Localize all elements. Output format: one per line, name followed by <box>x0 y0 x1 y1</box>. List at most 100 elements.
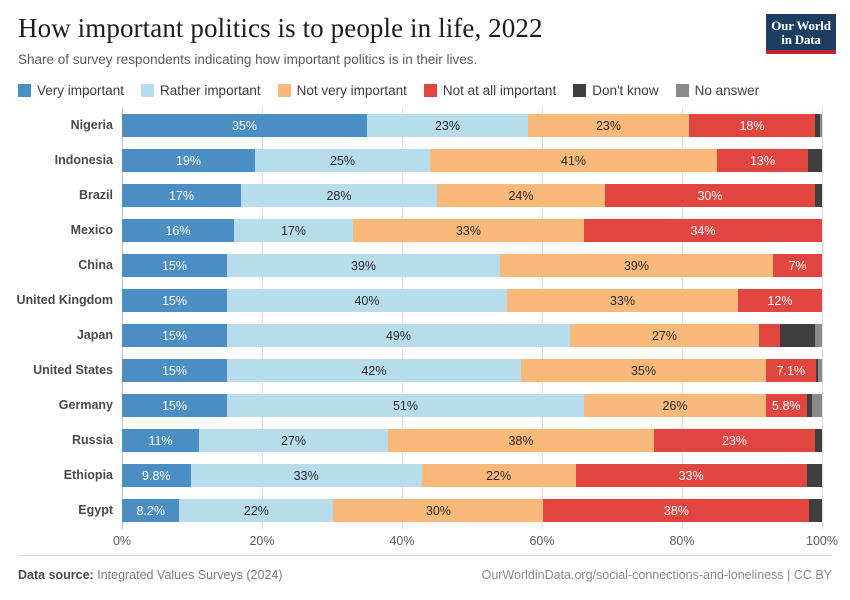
bar-segment[interactable]: 51% <box>227 394 584 417</box>
bar-segment-label: 16% <box>165 223 191 238</box>
bar-segment[interactable]: 33% <box>507 289 738 312</box>
bar-segment[interactable]: 19% <box>122 149 255 172</box>
bar-segment-label: 38% <box>663 503 689 518</box>
bar-segment[interactable] <box>780 324 815 347</box>
bar-segment[interactable]: 33% <box>190 464 422 487</box>
bar-segment[interactable]: 27% <box>570 324 759 347</box>
bar-segment-label: 7.1% <box>776 363 806 378</box>
bar-segment[interactable] <box>806 464 822 487</box>
legend-item-label: Not at all important <box>442 83 557 98</box>
bar-segment-label: 22% <box>486 468 512 483</box>
bar-segment[interactable] <box>815 429 822 452</box>
bar-segment[interactable]: 26% <box>584 394 766 417</box>
bar-segment[interactable]: 9.8% <box>122 464 191 487</box>
bar-segment[interactable]: 41% <box>430 149 717 172</box>
bar-segment[interactable]: 7.1% <box>766 359 816 382</box>
attribution-link[interactable]: OurWorldinData.org/social-connections-an… <box>481 568 832 582</box>
bar-segment[interactable]: 40% <box>227 289 507 312</box>
bar-segment[interactable]: 15% <box>122 359 227 382</box>
chart-row[interactable]: Egypt 8.2% 22% 30% 38% <box>0 493 850 528</box>
bar-segment-label: 5.8% <box>772 398 801 413</box>
bar-segment[interactable] <box>809 499 822 522</box>
legend-item[interactable]: No answer <box>675 83 759 98</box>
bar-segment[interactable] <box>815 359 819 382</box>
country-label: United Kingdom <box>16 293 113 307</box>
bar-segment[interactable] <box>808 149 822 172</box>
bar-segment[interactable] <box>806 394 813 417</box>
legend-item[interactable]: Not very important <box>277 83 407 98</box>
bar-segment[interactable] <box>819 114 822 137</box>
x-axis-ticks: 0% 20% 40% 60% 80% 100% <box>0 534 850 554</box>
bar-segment[interactable]: 17% <box>234 219 353 242</box>
x-axis-tick-label: 100% <box>806 534 838 548</box>
country-label: China <box>78 258 113 272</box>
bar-segment[interactable]: 23% <box>367 114 528 137</box>
bar-segment[interactable]: 23% <box>528 114 689 137</box>
chart-row[interactable]: Indonesia 19% 25% 41% 13% <box>0 143 850 178</box>
bar-segment[interactable]: 15% <box>122 394 227 417</box>
chart-row[interactable]: Germany 15% 51% 26% 5.8% <box>0 388 850 423</box>
bar-segment[interactable] <box>815 324 822 347</box>
bar-segment[interactable]: 38% <box>388 429 654 452</box>
bar-segment-label: 24% <box>508 188 534 203</box>
chart-row[interactable]: Japan 15% 49% 27% <box>0 318 850 353</box>
stacked-bar: 15% 39% 39% 7% <box>122 254 822 277</box>
bar-segment[interactable]: 15% <box>122 254 227 277</box>
legend-swatch-icon <box>18 84 31 97</box>
bar-segment[interactable]: 34% <box>584 219 822 242</box>
bar-segment[interactable]: 8.2% <box>122 499 180 522</box>
bar-segment[interactable] <box>815 114 820 137</box>
our-world-in-data-logo[interactable]: Our World in Data <box>766 14 836 54</box>
bar-segment[interactable]: 35% <box>521 359 766 382</box>
bar-segment[interactable]: 23% <box>654 429 815 452</box>
bar-segment-label: 26% <box>662 398 688 413</box>
chart-legend: Very important Rather important Not very i… <box>18 83 776 98</box>
bar-segment[interactable]: 30% <box>605 184 815 207</box>
bar-segment[interactable] <box>818 359 822 382</box>
bar-segment[interactable]: 33% <box>353 219 584 242</box>
bar-segment[interactable] <box>815 184 822 207</box>
bar-segment[interactable]: 25% <box>255 149 430 172</box>
bar-segment[interactable]: 42% <box>227 359 521 382</box>
bar-segment[interactable]: 15% <box>122 324 227 347</box>
bar-segment[interactable]: 13% <box>717 149 808 172</box>
bar-segment[interactable]: 30% <box>333 499 544 522</box>
bar-segment[interactable]: 7% <box>773 254 822 277</box>
chart-row[interactable]: United States 15% 42% 35% 7.1% <box>0 353 850 388</box>
bar-segment[interactable]: 22% <box>421 464 576 487</box>
bar-segment[interactable]: 35% <box>122 114 367 137</box>
chart-row[interactable]: Mexico 16% 17% 33% 34% <box>0 213 850 248</box>
legend-item[interactable]: Don't know <box>573 83 659 98</box>
bar-segment[interactable]: 11% <box>122 429 199 452</box>
chart-row[interactable]: Nigeria 35% 23% 23% 18% <box>0 108 850 143</box>
bar-segment[interactable]: 12% <box>738 289 822 312</box>
bar-segment-label: 40% <box>354 293 380 308</box>
legend-item[interactable]: Not at all important <box>423 83 557 98</box>
chart-row[interactable]: Brazil 17% 28% 24% 30% <box>0 178 850 213</box>
stacked-bar: 8.2% 22% 30% 38% <box>122 499 822 522</box>
legend-item[interactable]: Very important <box>18 83 124 98</box>
bar-segment[interactable]: 5.8% <box>766 394 807 417</box>
legend-item[interactable]: Rather important <box>141 83 261 98</box>
bar-segment[interactable]: 49% <box>227 324 570 347</box>
bar-segment[interactable]: 15% <box>122 289 227 312</box>
chart-row[interactable]: Ethiopia 9.8% 33% 22% 33% <box>0 458 850 493</box>
bar-segment[interactable] <box>812 394 822 417</box>
bar-segment[interactable]: 17% <box>122 184 241 207</box>
bar-segment[interactable]: 28% <box>241 184 437 207</box>
bar-segment-label: 41% <box>560 153 587 168</box>
chart-row[interactable]: United Kingdom 15% 40% 33% 12% <box>0 283 850 318</box>
chart-row[interactable]: Russia 11% 27% 38% 23% <box>0 423 850 458</box>
bar-segment[interactable]: 16% <box>122 219 234 242</box>
bar-segment[interactable]: 22% <box>179 499 334 522</box>
bar-segment[interactable]: 39% <box>500 254 773 277</box>
bar-segment[interactable]: 38% <box>543 499 810 522</box>
bar-segment[interactable]: 18% <box>689 114 815 137</box>
bar-segment[interactable]: 33% <box>575 464 807 487</box>
bar-segment[interactable]: 27% <box>199 429 388 452</box>
bar-segment-label: 49% <box>385 328 412 343</box>
bar-segment[interactable]: 24% <box>437 184 605 207</box>
bar-segment[interactable] <box>759 324 780 347</box>
chart-row[interactable]: China 15% 39% 39% 7% <box>0 248 850 283</box>
bar-segment[interactable]: 39% <box>227 254 500 277</box>
